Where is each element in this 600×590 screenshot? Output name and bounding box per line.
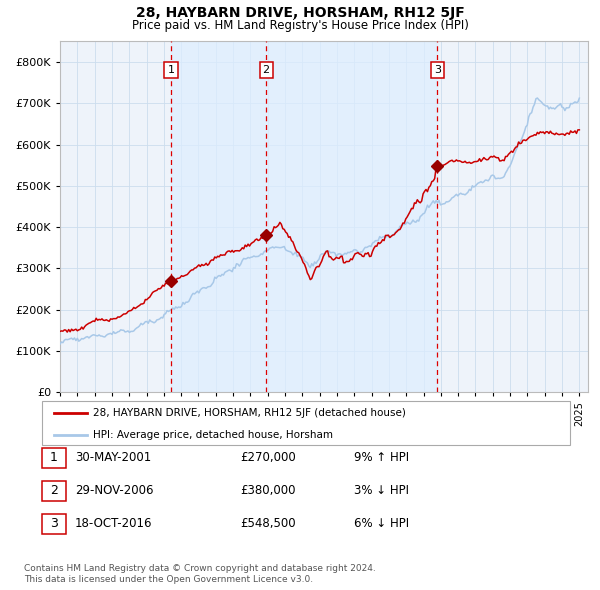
Text: This data is licensed under the Open Government Licence v3.0.: This data is licensed under the Open Gov… bbox=[24, 575, 313, 584]
Text: Price paid vs. HM Land Registry's House Price Index (HPI): Price paid vs. HM Land Registry's House … bbox=[131, 19, 469, 32]
Text: HPI: Average price, detached house, Horsham: HPI: Average price, detached house, Hors… bbox=[93, 430, 333, 440]
Text: 9% ↑ HPI: 9% ↑ HPI bbox=[354, 451, 409, 464]
Text: 29-NOV-2006: 29-NOV-2006 bbox=[75, 484, 154, 497]
Text: 1: 1 bbox=[50, 451, 58, 464]
Text: 3: 3 bbox=[50, 517, 58, 530]
Text: 6% ↓ HPI: 6% ↓ HPI bbox=[354, 517, 409, 530]
Text: £548,500: £548,500 bbox=[240, 517, 296, 530]
Text: 28, HAYBARN DRIVE, HORSHAM, RH12 5JF (detached house): 28, HAYBARN DRIVE, HORSHAM, RH12 5JF (de… bbox=[93, 408, 406, 418]
Text: Contains HM Land Registry data © Crown copyright and database right 2024.: Contains HM Land Registry data © Crown c… bbox=[24, 565, 376, 573]
Text: £270,000: £270,000 bbox=[240, 451, 296, 464]
Text: £380,000: £380,000 bbox=[240, 484, 296, 497]
Text: 28, HAYBARN DRIVE, HORSHAM, RH12 5JF: 28, HAYBARN DRIVE, HORSHAM, RH12 5JF bbox=[136, 6, 464, 20]
Bar bbox=[171, 41, 437, 392]
Text: 3% ↓ HPI: 3% ↓ HPI bbox=[354, 484, 409, 497]
Text: 1: 1 bbox=[167, 65, 175, 75]
Text: 18-OCT-2016: 18-OCT-2016 bbox=[75, 517, 152, 530]
Text: 3: 3 bbox=[434, 65, 441, 75]
Text: 30-MAY-2001: 30-MAY-2001 bbox=[75, 451, 151, 464]
Text: 2: 2 bbox=[263, 65, 270, 75]
Text: 2: 2 bbox=[50, 484, 58, 497]
